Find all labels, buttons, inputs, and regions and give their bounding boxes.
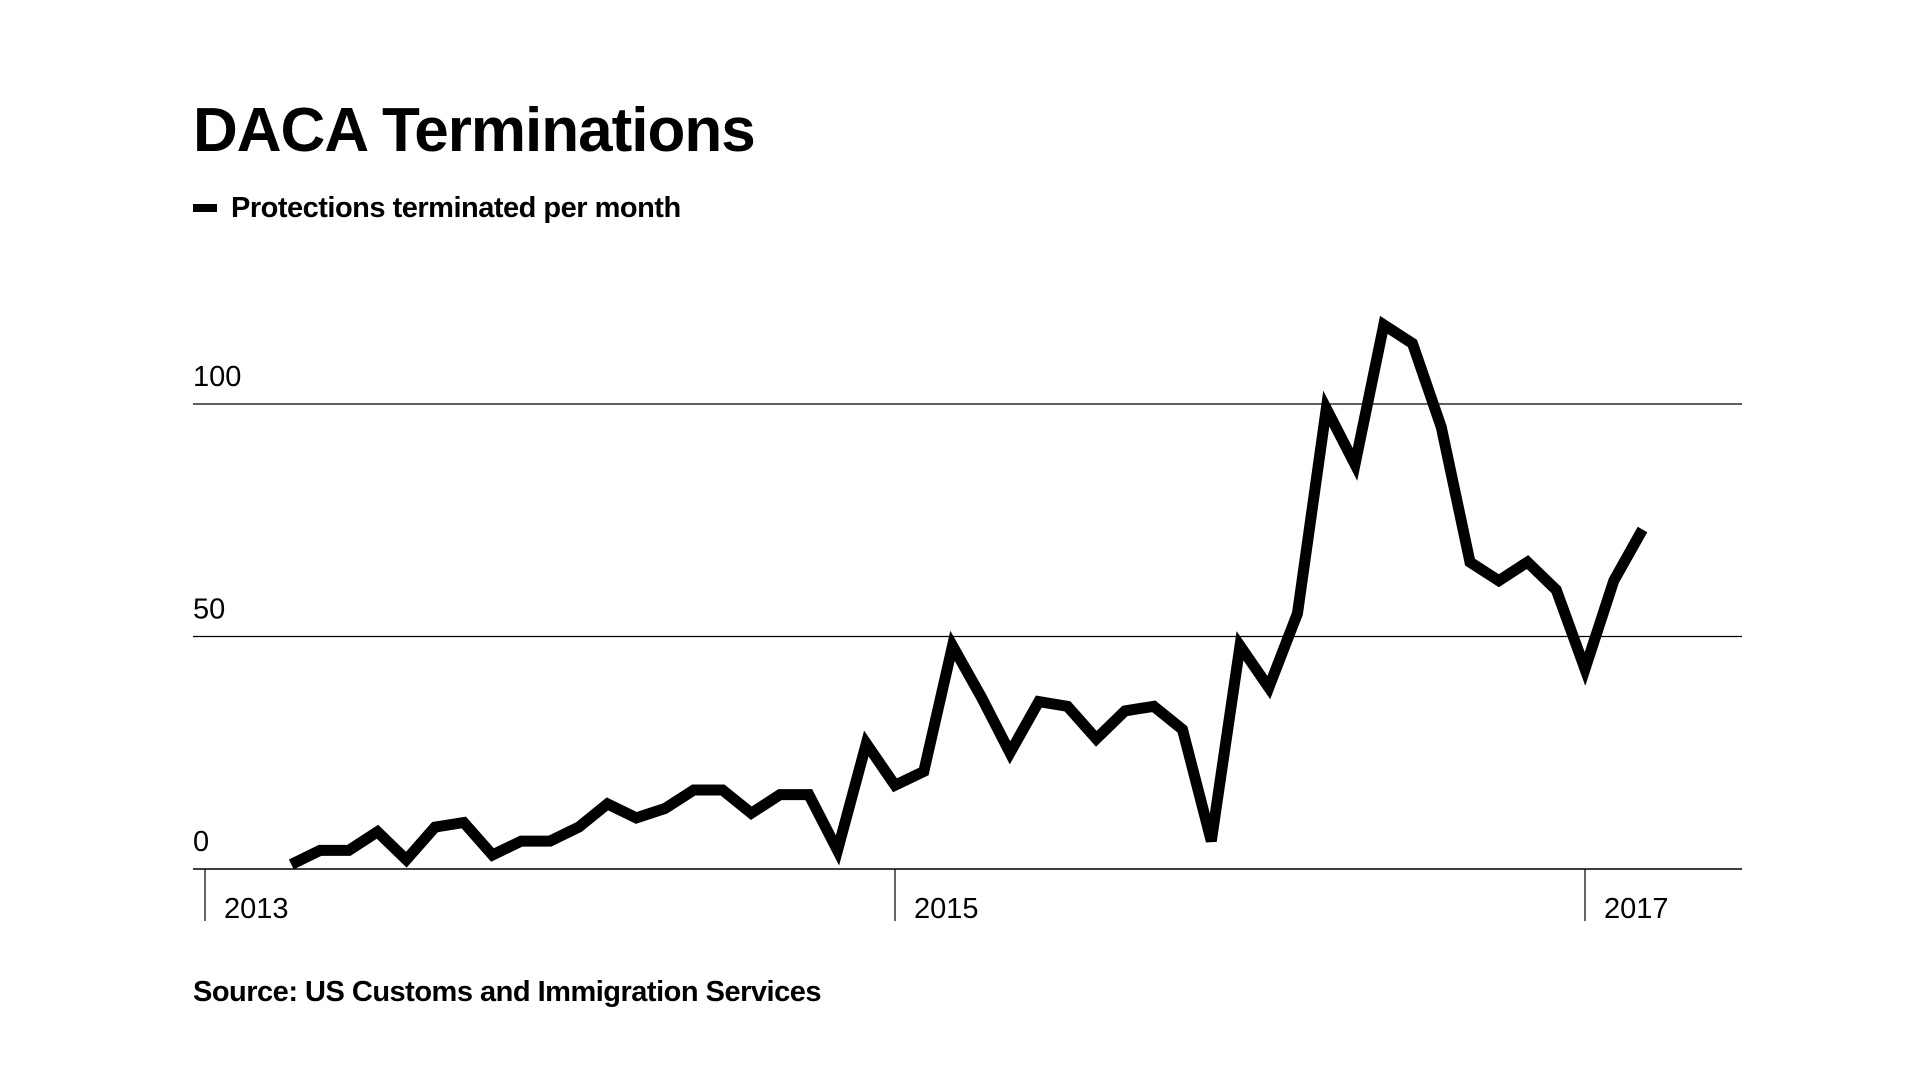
series-line bbox=[288, 315, 1648, 870]
x-axis: 2013 2015 2017 bbox=[204, 869, 1669, 925]
x-tick-label: 2017 bbox=[1604, 893, 1669, 925]
x-tick-label: 2013 bbox=[224, 893, 289, 925]
x-tick-label: 2015 bbox=[914, 893, 979, 925]
y-tick-label: 50 bbox=[193, 594, 225, 626]
legend: Protections terminated per month bbox=[193, 190, 681, 226]
gridlines bbox=[193, 403, 1742, 870]
y-tick-label: 0 bbox=[193, 826, 209, 858]
y-tick-label: 100 bbox=[193, 361, 241, 393]
source-note: Source: US Customs and Immigration Servi… bbox=[193, 976, 821, 1008]
chart-title: DACA Terminations bbox=[193, 96, 756, 165]
y-axis-ticks: 0 50 100 bbox=[193, 361, 241, 858]
series-layer bbox=[288, 315, 1648, 870]
legend-label: Protections terminated per month bbox=[231, 192, 681, 224]
legend-swatch bbox=[193, 204, 217, 212]
